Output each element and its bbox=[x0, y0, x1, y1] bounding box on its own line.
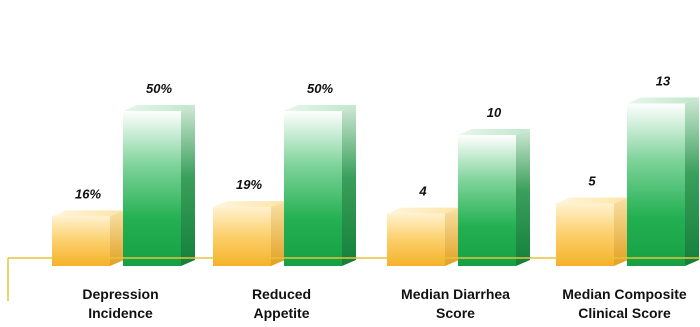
category-label: Clinical Score bbox=[578, 305, 671, 321]
bar-side-face bbox=[516, 129, 530, 266]
value-label: 4 bbox=[418, 184, 427, 199]
bar-top-face bbox=[556, 197, 628, 204]
bar-front-face bbox=[284, 111, 342, 266]
bar-series-0-2 bbox=[213, 201, 285, 266]
bar-series-0-4 bbox=[556, 197, 628, 266]
category-label: Appetite bbox=[254, 305, 310, 321]
value-label: 50% bbox=[307, 81, 333, 96]
bar-side-face bbox=[445, 207, 459, 266]
bar-side-face bbox=[614, 197, 628, 266]
bar-series-0-3 bbox=[387, 207, 459, 266]
bar-side-face bbox=[685, 97, 699, 266]
category-label: Depression bbox=[82, 286, 158, 302]
bar-series-1-2 bbox=[284, 105, 356, 266]
value-label: 13 bbox=[656, 74, 671, 89]
value-label: 10 bbox=[487, 105, 502, 120]
bar-front-face bbox=[213, 207, 271, 266]
bar-top-face bbox=[123, 105, 195, 111]
bar-top-face bbox=[52, 210, 124, 217]
bar-front-face bbox=[458, 135, 516, 266]
value-label: 50% bbox=[146, 81, 172, 96]
category-label: Incidence bbox=[88, 305, 153, 321]
value-label: 19% bbox=[236, 177, 262, 192]
bar-series-1-4 bbox=[627, 97, 699, 266]
category-label: Median Composite bbox=[562, 286, 687, 302]
bar-side-face bbox=[181, 105, 195, 266]
bar-top-face bbox=[627, 97, 699, 104]
bar-side-face bbox=[342, 105, 356, 266]
x-axis bbox=[7, 257, 700, 301]
bar-front-face bbox=[556, 203, 614, 266]
bar-top-face bbox=[284, 105, 356, 111]
value-label: 5 bbox=[588, 174, 596, 189]
bar-side-face bbox=[110, 210, 124, 266]
value-label: 16% bbox=[75, 186, 101, 201]
bar-side-face bbox=[271, 201, 285, 266]
category-label: Reduced bbox=[252, 286, 311, 302]
bar-top-face bbox=[458, 129, 530, 135]
labels-layer: 16% 50% Depression Incidence 19% 50% Reduced Ap… bbox=[75, 74, 687, 322]
bar-top-face bbox=[213, 201, 285, 208]
category-label: Median Diarrhea bbox=[401, 286, 510, 302]
bar-top-face bbox=[387, 207, 459, 214]
bar-series-1-3 bbox=[458, 129, 530, 266]
bar-front-face bbox=[123, 111, 181, 266]
bar-series-1-1 bbox=[123, 105, 195, 266]
category-label: Score bbox=[436, 305, 475, 321]
bar-front-face bbox=[627, 103, 685, 266]
bars-layer bbox=[52, 97, 699, 266]
